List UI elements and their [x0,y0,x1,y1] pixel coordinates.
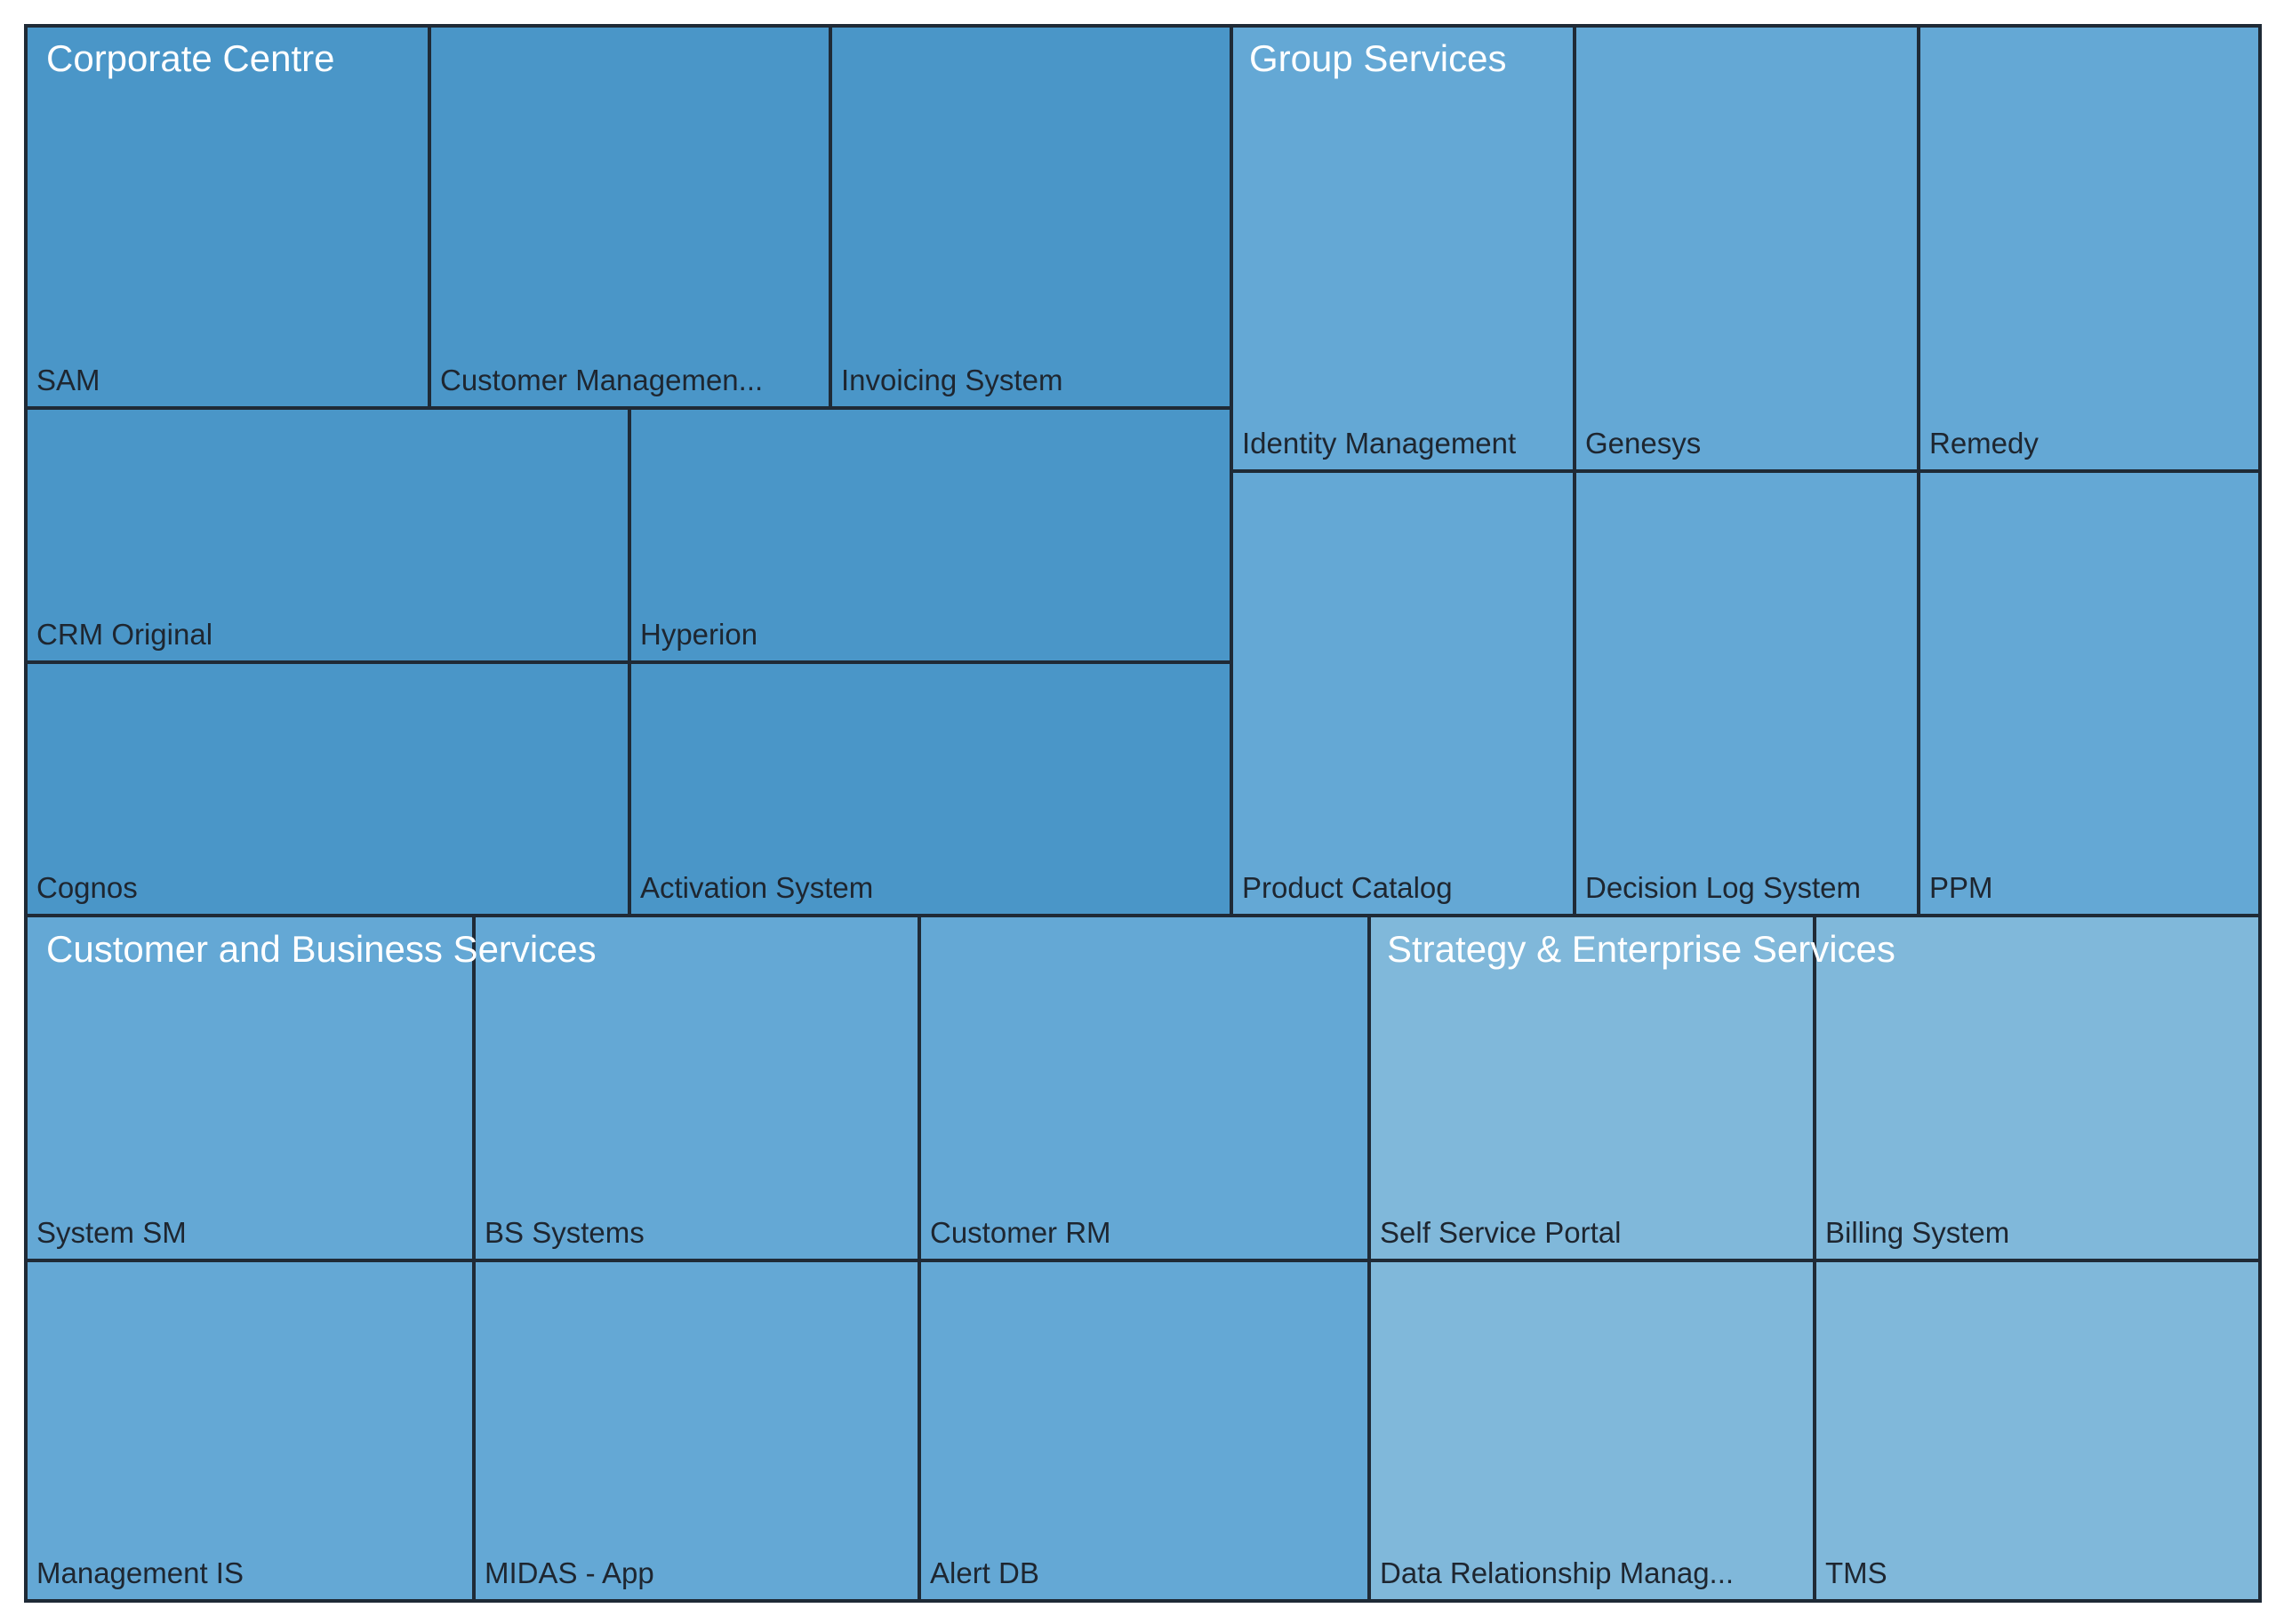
tile-label: System SM [36,1216,187,1249]
tile-label: Identity Management [1242,427,1517,460]
tile-label: Genesys [1585,427,1702,460]
tile-label: Product Catalog [1242,871,1453,904]
tile-label: Remedy [1929,427,2039,460]
treemap-tile-remedy[interactable]: Remedy [1919,26,2260,471]
treemap-tile-ppm[interactable]: PPM [1919,471,2260,916]
treemap-tile-customer-rm[interactable]: Customer RM [919,916,1369,1260]
treemap-tile-decision-log-system[interactable]: Decision Log System [1575,471,1919,916]
tile-label: CRM Original [36,618,213,651]
treemap-tile-hyperion[interactable]: Hyperion [629,408,1231,662]
tile-label: Cognos [36,871,138,904]
treemap-tile-invoicing-system[interactable]: Invoicing System [830,26,1231,408]
treemap-tile-activation-system[interactable]: Activation System [629,662,1231,916]
treemap-tile-system-sm[interactable]: System SM [26,916,474,1260]
tile-label: Invoicing System [841,364,1063,396]
tile-label: Hyperion [640,618,758,651]
treemap-tile-cognos[interactable]: Cognos [26,662,629,916]
tile-label: PPM [1929,871,1993,904]
treemap-tile-sam[interactable]: SAM [26,26,429,408]
tile-label: SAM [36,364,100,396]
treemap-tile-customer-managemen[interactable]: Customer Managemen... [429,26,830,408]
tile-label: Alert DB [930,1556,1039,1589]
treemap-tile-crm-original[interactable]: CRM Original [26,408,629,662]
treemap-tile-product-catalog[interactable]: Product Catalog [1231,471,1575,916]
tile-label: MIDAS - App [485,1556,654,1589]
treemap-tile-genesys[interactable]: Genesys [1575,26,1919,471]
treemap-tile-self-service-portal[interactable]: Self Service Portal [1369,916,1815,1260]
treemap-tile-tms[interactable]: TMS [1815,1260,2260,1601]
tile-label: Customer RM [930,1216,1111,1249]
treemap-tile-identity-management[interactable]: Identity Management [1231,26,1575,471]
treemap-tile-data-relationship-manag[interactable]: Data Relationship Manag... [1369,1260,1815,1601]
tile-label: BS Systems [485,1216,645,1249]
tile-label: TMS [1825,1556,1887,1589]
treemap-tile-billing-system[interactable]: Billing System [1815,916,2260,1260]
tile-label: Data Relationship Manag... [1380,1556,1735,1589]
tile-label: Decision Log System [1585,871,1861,904]
treemap-tile-midas-app[interactable]: MIDAS - App [474,1260,919,1601]
tile-label: Billing System [1825,1216,2010,1249]
tile-label: Management IS [36,1556,244,1589]
treemap-tile-alert-db[interactable]: Alert DB [919,1260,1369,1601]
tile-label: Self Service Portal [1380,1216,1622,1249]
tile-label: Customer Managemen... [440,364,764,396]
treemap-tile-management-is[interactable]: Management IS [26,1260,474,1601]
tile-label: Activation System [640,871,874,904]
treemap-tile-bs-systems[interactable]: BS Systems [474,916,919,1260]
